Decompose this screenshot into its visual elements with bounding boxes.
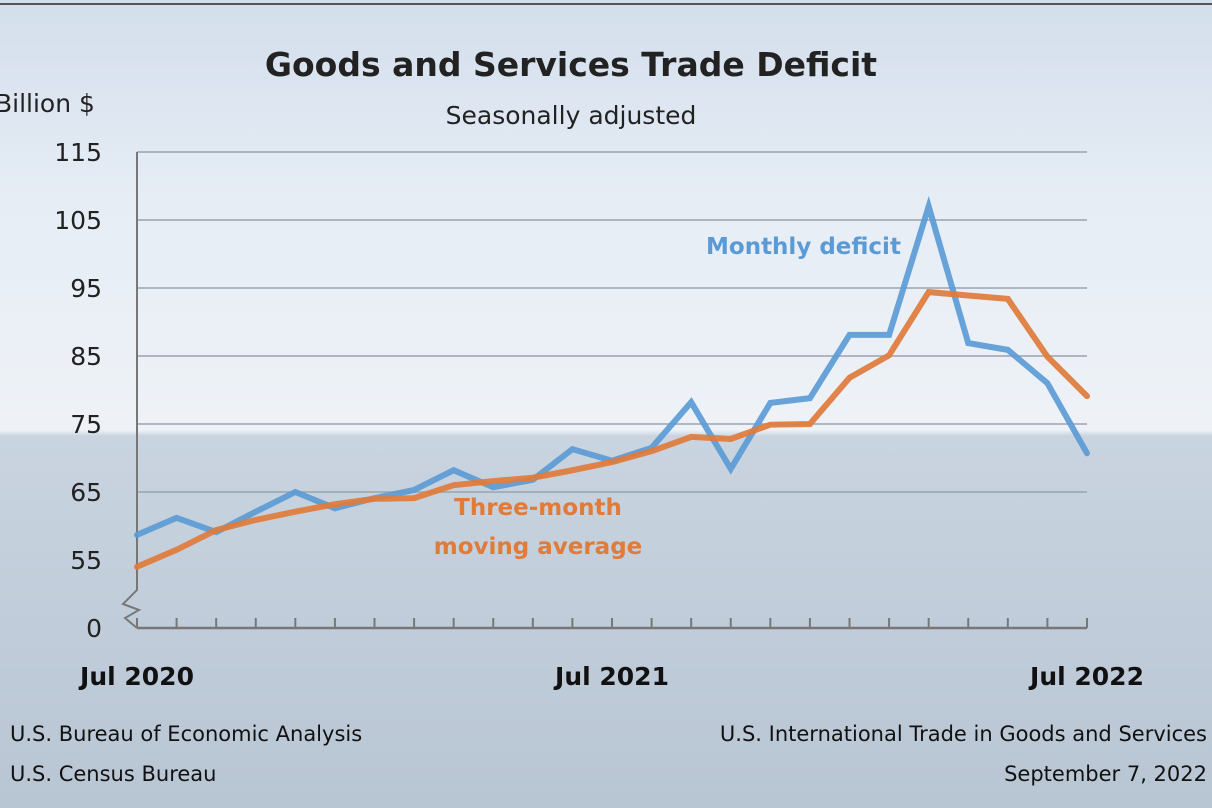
y-tick-label: 75	[70, 410, 102, 439]
moving-average-line	[134, 288, 1090, 570]
footer-source-1: U.S. Bureau of Economic Analysis	[10, 722, 362, 746]
monthly-deficit-line	[134, 195, 1090, 538]
top-border	[0, 3, 1212, 5]
x-tick-label: Jul 2022	[1028, 662, 1144, 691]
footer-date: September 7, 2022	[1004, 762, 1207, 786]
monthly-deficit-label: Monthly deficit	[706, 234, 901, 260]
chart-subtitle: Seasonally adjusted	[446, 101, 697, 130]
y-tick-label: 55	[70, 546, 102, 575]
chart-title: Goods and Services Trade Deficit	[265, 45, 877, 84]
x-tick-label: Jul 2020	[78, 662, 194, 691]
x-tick-label: Jul 2021	[553, 662, 669, 691]
y-axis-label: Billion $	[0, 89, 95, 118]
y-tick-label: 95	[70, 274, 102, 303]
y-tick-label: 115	[54, 138, 102, 167]
y-tick-label: 105	[54, 206, 102, 235]
footer-source-2: U.S. Census Bureau	[10, 762, 216, 786]
y-tick-label: 65	[70, 478, 102, 507]
moving-average-label-line1: Three-month	[454, 495, 622, 521]
moving-average-label-line2: moving average	[434, 534, 643, 560]
footer-report-title: U.S. International Trade in Goods and Se…	[720, 722, 1207, 746]
y-tick-label: 0	[86, 614, 102, 643]
y-axis-with-break	[121, 152, 142, 629]
y-tick-label: 85	[70, 342, 102, 371]
